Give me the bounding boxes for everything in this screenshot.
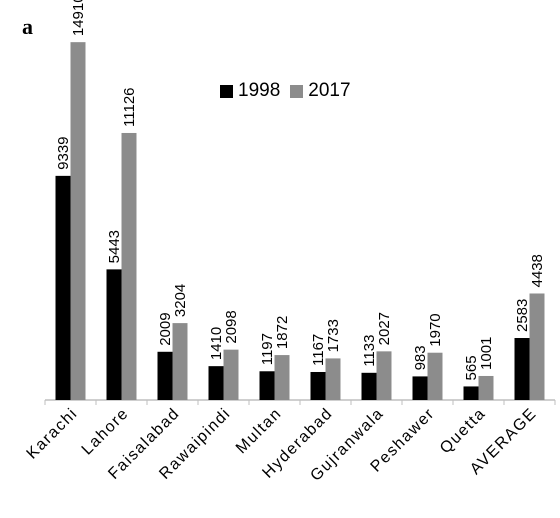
data-label-1998-peshawer: 983 bbox=[412, 345, 429, 370]
bar-1998-peshawer bbox=[412, 376, 428, 400]
data-label-2017-peshawer: 1970 bbox=[427, 313, 444, 346]
legend-item-2017: 2017 bbox=[290, 80, 351, 102]
data-label-1998-faisalabad: 2009 bbox=[157, 312, 174, 345]
data-label-1998-hyderabad: 1167 bbox=[310, 334, 327, 366]
legend-swatch-2017 bbox=[290, 84, 304, 98]
data-label-1998-average: 2583 bbox=[514, 299, 531, 332]
data-label-2017-faisalabad: 3204 bbox=[172, 284, 189, 317]
bar-2017-gujranwala bbox=[376, 351, 392, 400]
bar-2017-rawaipindi bbox=[223, 349, 239, 400]
data-label-2017-quetta: 1001 bbox=[478, 337, 495, 370]
bar-2017-hyderabad bbox=[325, 358, 341, 400]
data-label-2017-multan: 1872 bbox=[274, 316, 291, 349]
bar-2017-quetta bbox=[478, 375, 494, 400]
data-label-2017-average: 4438 bbox=[529, 254, 546, 287]
data-label-2017-karachi: 14910 bbox=[70, 0, 87, 36]
bar-2017-faisalabad bbox=[172, 323, 188, 400]
data-label-1998-rawaipindi: 1410 bbox=[208, 327, 225, 360]
bar-1998-hyderabad bbox=[310, 371, 326, 400]
data-label-2017-gujranwala: 2027 bbox=[376, 312, 393, 345]
data-label-1998-gujranwala: 1133 bbox=[361, 335, 378, 367]
x-tick-label-lahore: Lahore bbox=[79, 405, 133, 459]
bar-1998-rawaipindi bbox=[208, 366, 224, 400]
bar-2017-multan bbox=[274, 355, 290, 400]
bar-1998-faisalabad bbox=[157, 351, 173, 400]
bar-1998-average bbox=[514, 338, 530, 400]
data-label-2017-lahore: 11126 bbox=[121, 87, 138, 127]
x-tick-label-karachi: Karachi bbox=[24, 405, 82, 463]
x-tick-label-multan: Multan bbox=[233, 405, 285, 457]
bar-1998-multan bbox=[259, 371, 275, 400]
bar-1998-lahore bbox=[106, 269, 122, 400]
data-label-1998-quetta: 565 bbox=[463, 355, 480, 380]
legend-label-2017: 2017 bbox=[308, 80, 351, 101]
legend-item-1998: 1998 bbox=[220, 80, 280, 102]
bar-2017-average bbox=[529, 293, 545, 400]
panel-label: a bbox=[22, 14, 33, 39]
legend: 1998 2017 bbox=[220, 80, 361, 102]
bar-1998-karachi bbox=[55, 175, 71, 400]
x-tick-label-quetta: Quetta bbox=[437, 405, 489, 457]
data-label-2017-rawaipindi: 2098 bbox=[223, 310, 240, 343]
bar-2017-lahore bbox=[121, 132, 137, 400]
data-label-1998-karachi: 9339 bbox=[55, 136, 72, 169]
bar-2017-karachi bbox=[70, 42, 86, 400]
data-label-2017-hyderabad: 1733 bbox=[325, 319, 342, 352]
bar-1998-quetta bbox=[463, 386, 479, 400]
data-label-1998-multan: 1197 bbox=[259, 333, 276, 365]
data-label-1998-lahore: 5443 bbox=[106, 230, 123, 263]
bar-2017-peshawer bbox=[427, 352, 443, 400]
bar-1998-gujranwala bbox=[361, 372, 377, 400]
legend-label-1998: 1998 bbox=[238, 80, 281, 101]
legend-swatch-1998 bbox=[220, 84, 233, 98]
